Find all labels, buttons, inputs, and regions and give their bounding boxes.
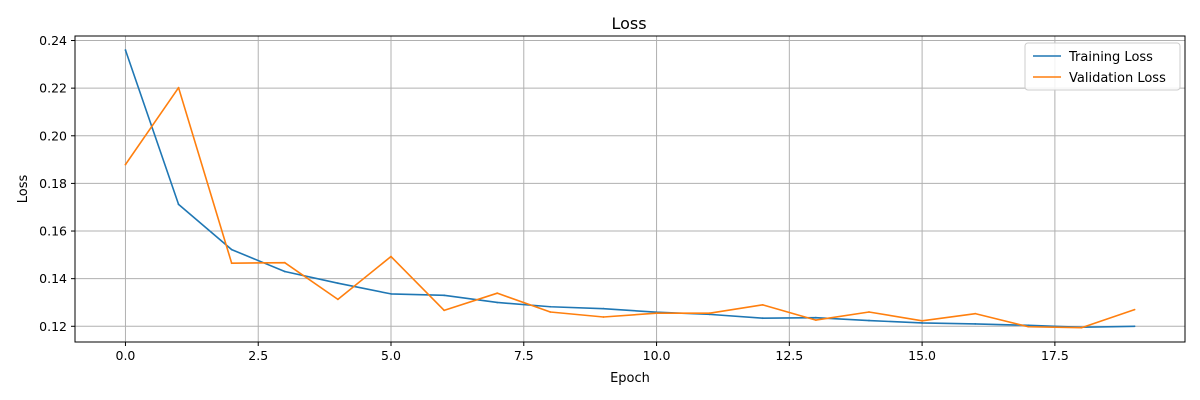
x-tick-label: 17.5 bbox=[1041, 348, 1069, 363]
validation-loss-point bbox=[761, 303, 764, 306]
legend-box bbox=[1024, 42, 1181, 91]
plot-frame bbox=[74, 35, 1186, 343]
validation-loss-point bbox=[655, 312, 658, 315]
x-axis-label: Epoch bbox=[610, 371, 650, 386]
training-loss-point bbox=[868, 319, 870, 322]
training-loss-point bbox=[124, 49, 127, 51]
legend-label-validation: Validation Loss bbox=[1069, 71, 1166, 86]
validation-loss-point bbox=[336, 298, 339, 301]
x-tick-label: 7.5 bbox=[514, 348, 534, 363]
y-tick-label: 0.22 bbox=[39, 81, 67, 96]
training-loss-point bbox=[1133, 325, 1136, 328]
training-loss-point bbox=[814, 316, 817, 319]
validation-loss-point bbox=[974, 312, 977, 315]
training-loss-point bbox=[974, 323, 977, 325]
training-loss-point bbox=[761, 317, 764, 320]
training-loss-point bbox=[602, 307, 605, 310]
validation-loss-point bbox=[602, 316, 605, 318]
validation-loss-point bbox=[443, 309, 446, 312]
training-loss-point bbox=[496, 301, 499, 304]
x-tick-label: 15.0 bbox=[908, 348, 936, 363]
legend-label-training: Training Loss bbox=[1068, 50, 1153, 65]
training-loss-point bbox=[230, 248, 233, 251]
validation-loss-point bbox=[283, 261, 286, 264]
validation-loss-point bbox=[390, 255, 392, 258]
y-tick-label: 0.16 bbox=[39, 224, 67, 239]
y-axis: 0.12 0.14 0.16 0.18 0.20 0.22 0.24 bbox=[39, 33, 75, 334]
validation-loss-point bbox=[1027, 325, 1030, 328]
training-loss-point bbox=[283, 270, 286, 273]
validation-loss-point bbox=[496, 292, 499, 295]
validation-loss-point bbox=[177, 86, 180, 89]
chart-title: Loss bbox=[611, 14, 646, 33]
y-tick-label: 0.24 bbox=[39, 33, 67, 48]
legend: Training Loss Validation Loss bbox=[1024, 42, 1181, 91]
validation-loss-point bbox=[708, 312, 711, 315]
validation-loss-point bbox=[1080, 326, 1083, 329]
training-loss-line bbox=[124, 49, 1135, 329]
y-tick-label: 0.18 bbox=[39, 176, 67, 191]
y-tick-label: 0.14 bbox=[39, 271, 67, 286]
grid bbox=[75, 36, 1185, 342]
y-tick-label: 0.12 bbox=[39, 319, 67, 334]
training-loss-point bbox=[1027, 324, 1030, 327]
x-tick-label: 12.5 bbox=[775, 348, 803, 363]
validation-loss-point bbox=[1133, 308, 1136, 311]
y-axis-label: Loss bbox=[16, 175, 31, 204]
x-tick-label: 5.0 bbox=[381, 348, 401, 363]
training-loss-point bbox=[336, 282, 339, 285]
training-loss-point bbox=[443, 294, 446, 297]
training-loss-point bbox=[921, 322, 924, 324]
training-loss-point bbox=[390, 292, 392, 295]
x-tick-label: 10.0 bbox=[643, 348, 671, 363]
x-tick-label: 2.5 bbox=[248, 348, 268, 363]
x-tick-label: 0.0 bbox=[116, 348, 136, 363]
validation-loss-line bbox=[124, 86, 1135, 329]
validation-loss-point bbox=[921, 319, 924, 322]
validation-loss-point bbox=[868, 311, 870, 313]
x-axis: 0.0 2.5 5.0 7.5 10.0 12.5 15.0 17.5 bbox=[116, 342, 1069, 363]
training-loss-point bbox=[177, 203, 180, 206]
series-layer bbox=[124, 49, 1136, 329]
validation-loss-point bbox=[124, 163, 127, 166]
validation-loss-point bbox=[230, 262, 233, 265]
y-tick-label: 0.20 bbox=[39, 128, 67, 143]
validation-loss-point bbox=[549, 311, 552, 313]
validation-loss-point bbox=[814, 319, 817, 321]
training-loss-point bbox=[549, 305, 552, 308]
